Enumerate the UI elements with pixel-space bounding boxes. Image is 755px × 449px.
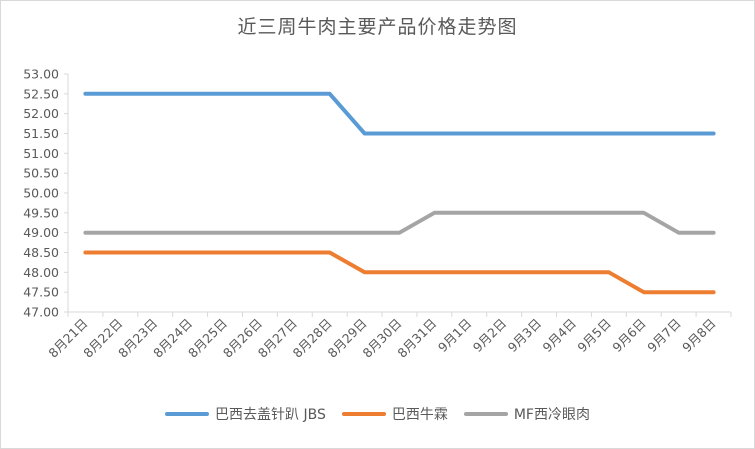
- x-tick-label: 9月6日: [609, 316, 649, 356]
- y-tick-label: 47.50: [23, 285, 59, 300]
- x-tick-label: 9月7日: [644, 316, 684, 356]
- y-tick-label: 50.00: [23, 186, 59, 201]
- y-tick-label: 53.00: [23, 67, 59, 82]
- legend-item: 巴西去盖针趴 JBS: [165, 404, 326, 424]
- legend-swatch: [341, 412, 386, 416]
- x-tick-label: 9月1日: [435, 316, 475, 356]
- series-line: [83, 250, 716, 295]
- legend-label: 巴西去盖针趴 JBS: [215, 407, 326, 423]
- x-tick-label: 9月8日: [679, 316, 719, 356]
- y-tick-label: 52.50: [23, 86, 59, 101]
- legend-swatch: [165, 412, 210, 416]
- y-tick-label: 51.50: [23, 126, 59, 141]
- legend-item: MF西冷眼肉: [463, 404, 590, 424]
- y-tick-label: 48.50: [23, 245, 59, 260]
- x-tick-label: 9月5日: [574, 316, 614, 356]
- legend-swatch: [463, 412, 508, 416]
- y-tick-label: 48.00: [23, 265, 59, 280]
- x-tick-label: 8月31日: [394, 316, 439, 361]
- y-tick-label: 51.00: [23, 146, 59, 161]
- series-line: [83, 91, 716, 136]
- y-tick-label: 52.00: [23, 106, 59, 121]
- x-tick-label: 9月4日: [540, 316, 580, 356]
- series-line: [83, 210, 716, 235]
- legend: 巴西去盖针趴 JBS 巴西牛霖 MF西冷眼肉: [0, 402, 755, 426]
- legend-label: MF西冷眼肉: [513, 407, 590, 423]
- chart-title: 近三周牛肉主要产品价格走势图: [237, 16, 518, 38]
- legend-item: 巴西牛霖: [341, 404, 448, 424]
- y-tick-label: 47.00: [23, 305, 59, 320]
- legend-label: 巴西牛霖: [391, 407, 448, 423]
- x-tick-label: 9月2日: [470, 316, 510, 356]
- y-tick-label: 49.00: [23, 225, 59, 240]
- x-tick-label: 9月3日: [505, 316, 545, 356]
- y-tick-label: 49.50: [23, 205, 59, 220]
- y-tick-label: 50.50: [23, 166, 59, 181]
